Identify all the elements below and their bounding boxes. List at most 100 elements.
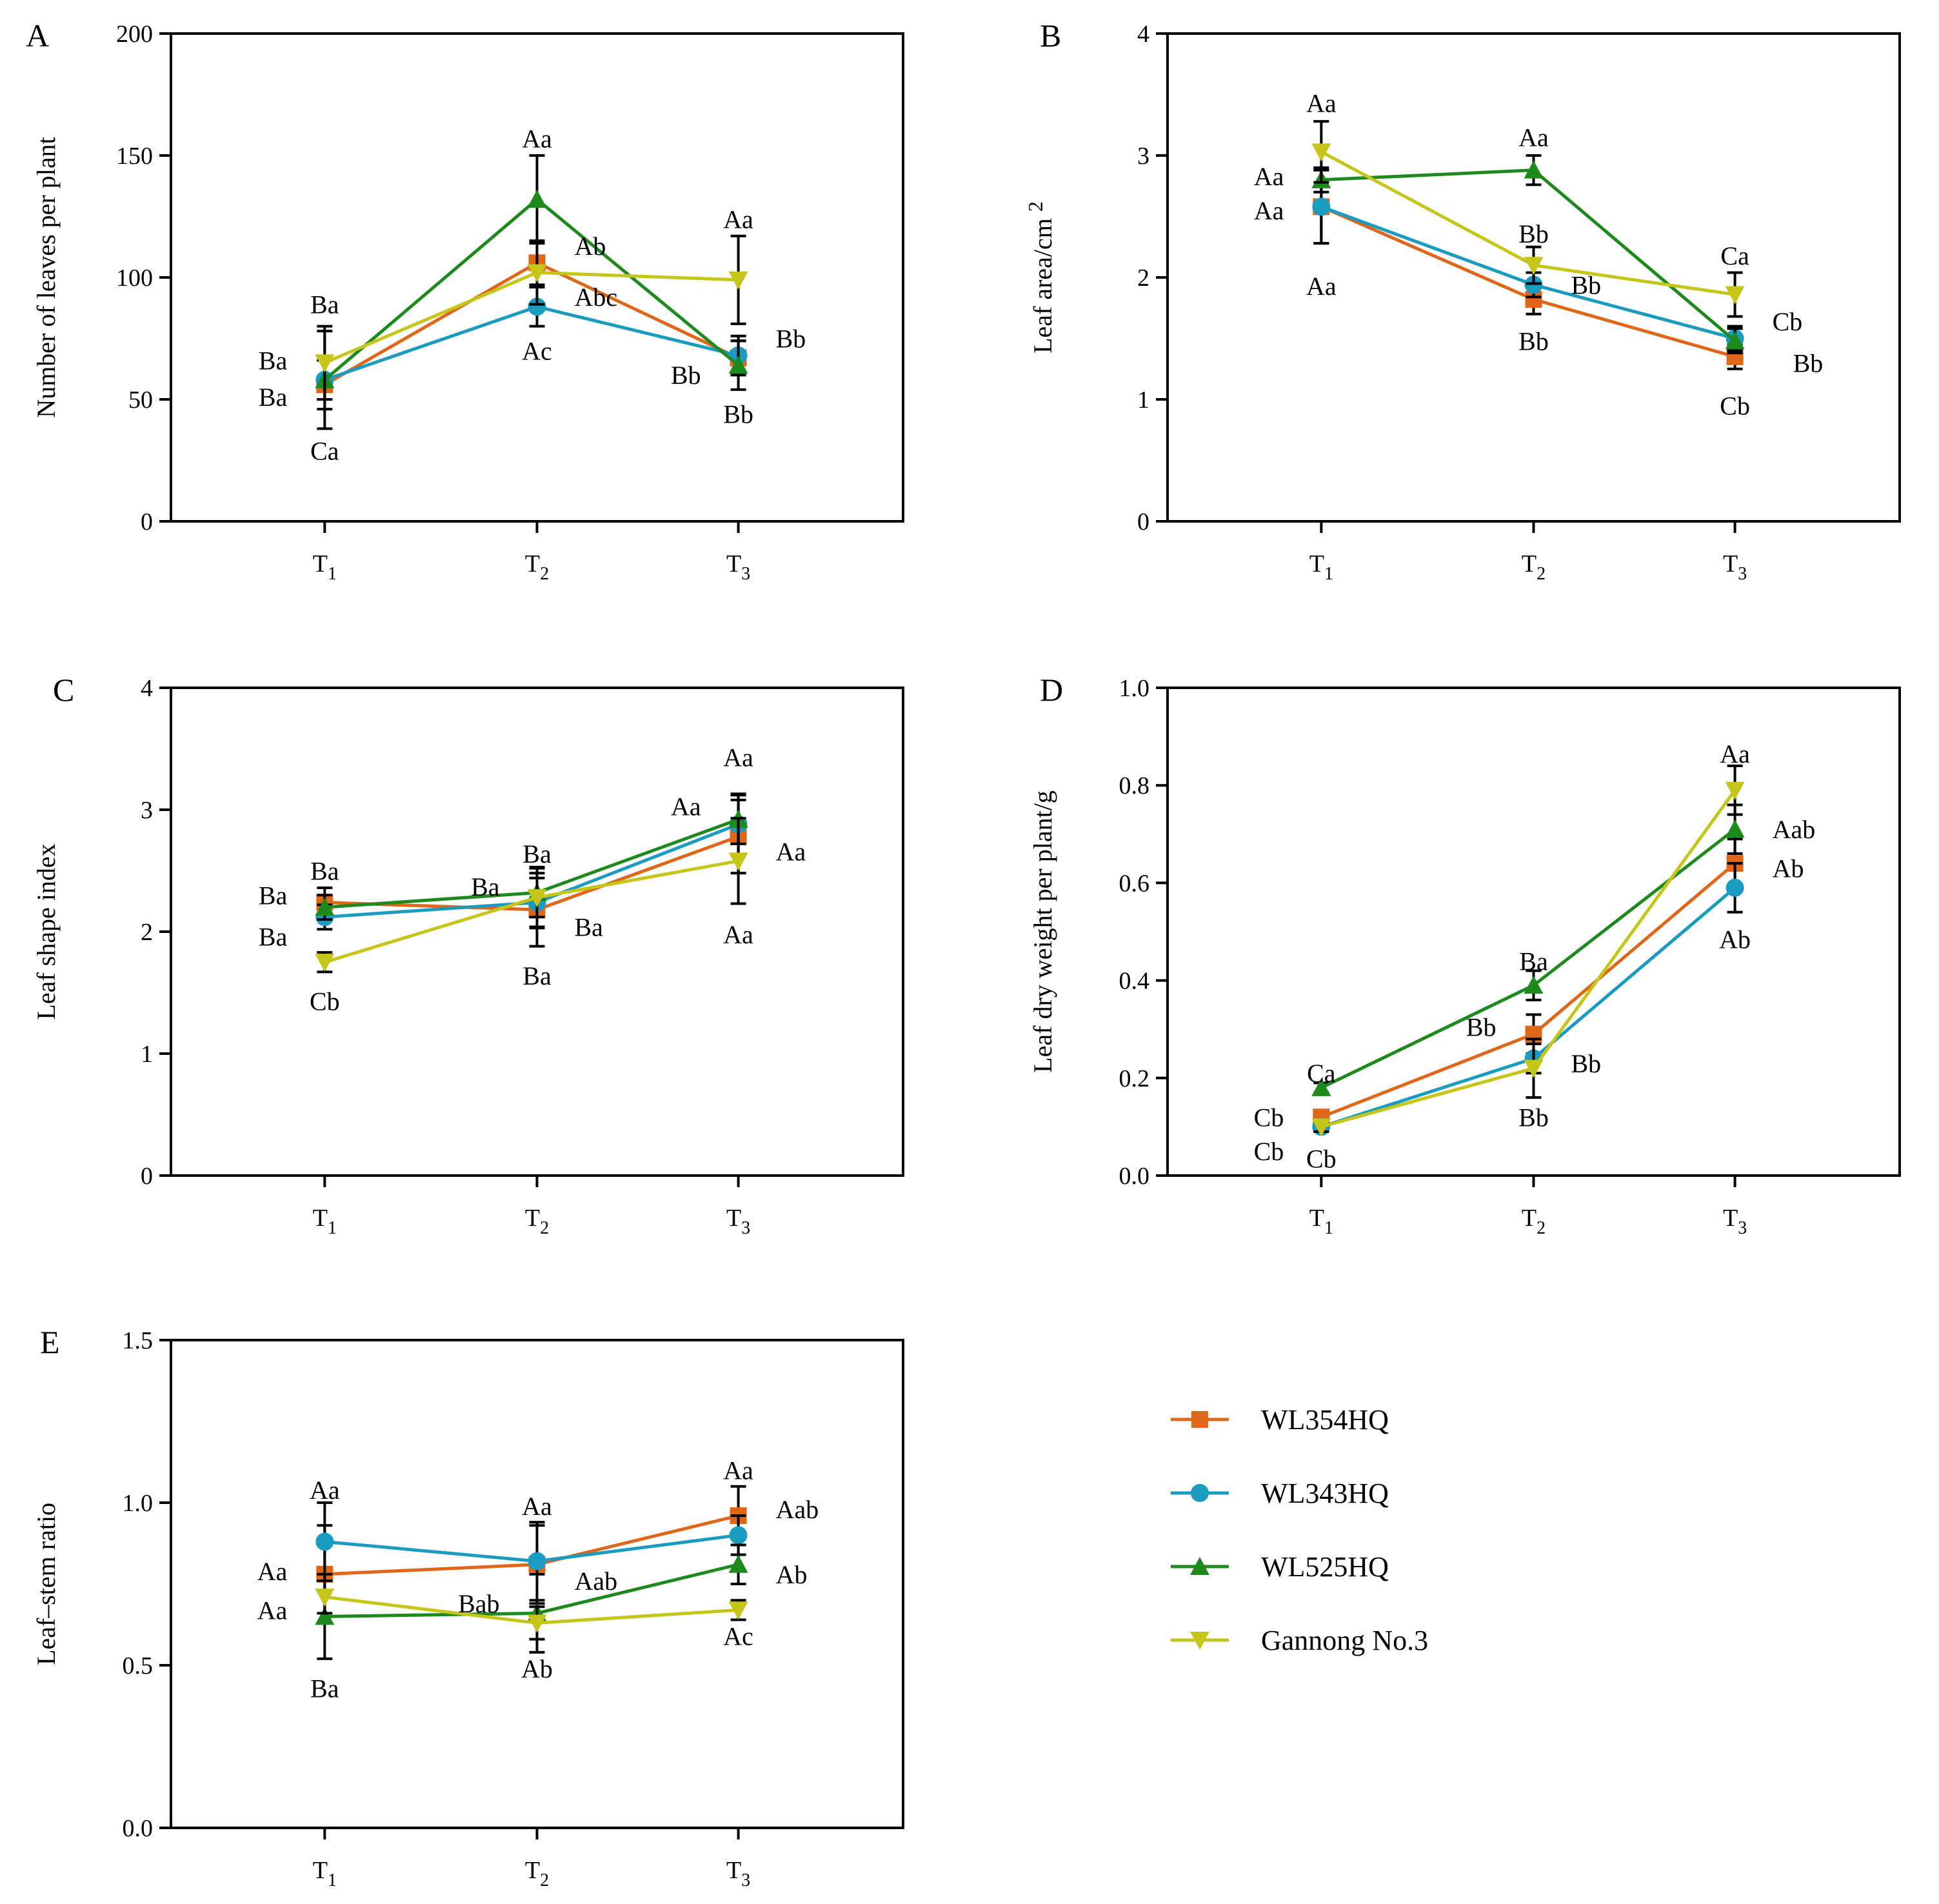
panel-letter: D xyxy=(1040,672,1063,708)
y-tick-label: 100 xyxy=(116,265,153,292)
series-wl343hq xyxy=(315,1501,748,1602)
data-point xyxy=(1725,286,1745,305)
data-point xyxy=(527,1614,547,1633)
x-tick-label: T2 xyxy=(525,550,549,584)
significance-label: Bb xyxy=(671,361,701,390)
data-point xyxy=(1725,781,1745,800)
panel-c: C 0 1 2 3 4 T1 T2 T3 Leaf shape index Ba Ba Ba Cb Ba Ba… xyxy=(32,672,904,1238)
y-tick-label: 0.5 xyxy=(123,1652,154,1679)
series-gannong-no-3 xyxy=(315,234,748,401)
significance-label: Bb xyxy=(1793,348,1824,377)
legend-marker xyxy=(1191,1411,1208,1428)
x-tick-label: T3 xyxy=(726,1857,750,1890)
significance-label: Aab xyxy=(1773,815,1816,844)
significance-label: Ac xyxy=(723,1622,753,1651)
significance-label: Ba xyxy=(259,346,288,376)
significance-label: Aa xyxy=(1254,162,1284,191)
series-wl354hq xyxy=(316,798,747,948)
significance-label: Cb xyxy=(1306,1145,1337,1174)
data-point xyxy=(315,897,335,916)
x-tick-label: T3 xyxy=(1723,550,1747,584)
data-point xyxy=(527,889,547,908)
significance-label: Ba xyxy=(259,383,288,412)
significance-label: Ca xyxy=(310,436,339,465)
significance-label: Ab xyxy=(575,232,606,261)
y-tick-label: 0 xyxy=(141,1163,153,1190)
significance-label: Aab xyxy=(776,1495,819,1524)
y-tick-label: 2 xyxy=(141,919,153,946)
data-point xyxy=(315,1607,335,1625)
data-point xyxy=(528,297,546,316)
y-tick-label: 0.8 xyxy=(1119,772,1150,799)
significance-label: Aa xyxy=(522,1492,552,1521)
significance-label: Ba xyxy=(522,839,552,868)
y-tick-label: 2 xyxy=(1137,265,1149,292)
significance-label: Bb xyxy=(1518,1103,1549,1132)
panel-letter: A xyxy=(26,17,49,54)
data-point xyxy=(1524,160,1544,179)
data-point xyxy=(1311,1118,1331,1137)
significance-label: Ab xyxy=(1719,925,1751,954)
significance-label: Aa xyxy=(1720,739,1750,768)
legend-label: WL343HQ xyxy=(1261,1478,1389,1509)
x-tick-label: T2 xyxy=(525,1857,549,1890)
data-point xyxy=(1725,819,1745,838)
data-point xyxy=(728,356,748,374)
data-point xyxy=(728,1601,748,1620)
significance-label: Ab xyxy=(776,1560,808,1589)
significance-label: Aa xyxy=(310,1476,340,1505)
series-wl354hq xyxy=(1313,837,1744,1126)
significance-label: Aa xyxy=(257,1596,288,1625)
significance-label: Abc xyxy=(575,283,618,312)
series-gannong-no-3 xyxy=(1311,120,1745,318)
y-tick-label: 4 xyxy=(1137,21,1149,48)
x-tick-label: T3 xyxy=(726,550,750,584)
panel-d: D 0.0 0.2 0.4 0.6 0.8 1.0 T1 T2 T3 Leaf dry weight… xyxy=(1028,672,1901,1238)
significance-label: Ba xyxy=(310,1674,339,1703)
panel-a: A 0 50 100 150 200 T1 T2 T3 Number of leaves per … xyxy=(26,17,904,584)
y-tick-label: 50 xyxy=(128,386,153,414)
significance-label: Cb xyxy=(1773,307,1803,336)
significance-label: Aa xyxy=(1518,123,1549,152)
legend-marker xyxy=(1190,1632,1209,1650)
data-point xyxy=(1725,331,1745,350)
significance-label: Ba xyxy=(1519,947,1548,976)
significance-label: Ab xyxy=(1773,854,1804,883)
significance-label: Aa xyxy=(776,837,806,866)
series-gannong-no-3 xyxy=(315,817,748,974)
significance-label: Ba xyxy=(471,872,500,901)
significance-label: Bab xyxy=(458,1589,499,1618)
y-tick-label: 1 xyxy=(1137,386,1149,414)
significance-label: Ab xyxy=(521,1654,553,1683)
y-tick-label: 0.2 xyxy=(1119,1065,1150,1092)
data-point xyxy=(728,852,748,871)
series-gannong-no-3 xyxy=(315,1579,748,1641)
significance-label: Cb xyxy=(1720,391,1750,420)
significance-label: Aa xyxy=(723,743,753,772)
panel-letter: B xyxy=(1040,17,1061,54)
y-tick-label: 150 xyxy=(116,143,153,170)
data-point xyxy=(728,1554,748,1573)
data-point xyxy=(1311,1077,1331,1096)
significance-label: Ba xyxy=(522,961,552,990)
data-point xyxy=(315,1588,335,1607)
significance-label: Ba xyxy=(310,290,339,319)
data-point xyxy=(315,1532,334,1551)
significance-label: Aa xyxy=(723,1456,753,1485)
data-point xyxy=(1311,143,1331,162)
y-axis-title: Leaf dry weight per plant/g xyxy=(1028,790,1057,1073)
y-tick-label: 3 xyxy=(1137,143,1149,170)
y-tick-label: 0.4 xyxy=(1119,968,1150,995)
data-point xyxy=(1524,1059,1544,1078)
significance-label: Ba xyxy=(259,923,288,952)
y-tick-label: 0 xyxy=(141,508,153,536)
x-tick-label: T2 xyxy=(525,1205,549,1238)
panel-b: B 0 1 2 3 4 T1 T2 T3 Leaf area/cm 2 Aa Aa Aa Aa Aa Bb Bb… xyxy=(1024,17,1901,584)
x-tick-label: T1 xyxy=(313,1857,337,1890)
y-axis-title: Leaf–stem ratio xyxy=(32,1503,61,1665)
y-tick-label: 0.6 xyxy=(1119,870,1150,897)
panel-letter: C xyxy=(53,672,74,708)
data-point xyxy=(527,264,547,283)
significance-label: Bb xyxy=(1518,219,1549,248)
y-tick-label: 0.0 xyxy=(123,1815,154,1842)
